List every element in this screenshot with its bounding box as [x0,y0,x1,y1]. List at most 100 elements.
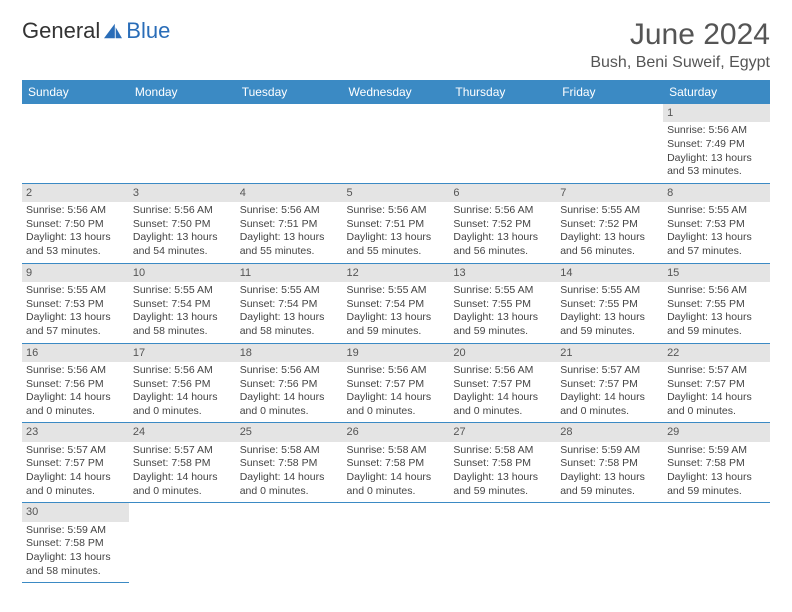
day-cell [129,503,236,583]
day-cell: 4Sunrise: 5:56 AMSunset: 7:51 PMDaylight… [236,183,343,263]
weekday-header: Friday [556,80,663,104]
day-cell [236,503,343,583]
day-number: 20 [449,344,556,362]
day-number: 29 [663,423,770,441]
day-number: 28 [556,423,663,441]
day-details: Sunrise: 5:55 AMSunset: 7:53 PMDaylight:… [22,282,129,343]
day-cell [556,503,663,583]
weekday-header: Tuesday [236,80,343,104]
week-row: 30Sunrise: 5:59 AMSunset: 7:58 PMDayligh… [22,503,770,583]
day-details: Sunrise: 5:55 AMSunset: 7:52 PMDaylight:… [556,202,663,263]
day-cell: 20Sunrise: 5:56 AMSunset: 7:57 PMDayligh… [449,343,556,423]
day-number: 22 [663,344,770,362]
day-cell [449,104,556,183]
day-cell [236,104,343,183]
calendar-table: Sunday Monday Tuesday Wednesday Thursday… [22,80,770,583]
day-cell [343,503,450,583]
day-details: Sunrise: 5:55 AMSunset: 7:54 PMDaylight:… [343,282,450,343]
day-details: Sunrise: 5:56 AMSunset: 7:56 PMDaylight:… [129,362,236,423]
day-number: 12 [343,264,450,282]
day-details: Sunrise: 5:55 AMSunset: 7:55 PMDaylight:… [449,282,556,343]
day-number: 2 [22,184,129,202]
day-cell: 6Sunrise: 5:56 AMSunset: 7:52 PMDaylight… [449,183,556,263]
day-cell: 9Sunrise: 5:55 AMSunset: 7:53 PMDaylight… [22,263,129,343]
day-cell: 7Sunrise: 5:55 AMSunset: 7:52 PMDaylight… [556,183,663,263]
day-details: Sunrise: 5:58 AMSunset: 7:58 PMDaylight:… [343,442,450,503]
weekday-header: Sunday [22,80,129,104]
day-number: 11 [236,264,343,282]
day-details: Sunrise: 5:58 AMSunset: 7:58 PMDaylight:… [449,442,556,503]
day-cell: 29Sunrise: 5:59 AMSunset: 7:58 PMDayligh… [663,423,770,503]
day-cell: 21Sunrise: 5:57 AMSunset: 7:57 PMDayligh… [556,343,663,423]
day-number: 9 [22,264,129,282]
day-number: 7 [556,184,663,202]
day-number: 13 [449,264,556,282]
day-number: 5 [343,184,450,202]
weekday-header-row: Sunday Monday Tuesday Wednesday Thursday… [22,80,770,104]
day-cell: 27Sunrise: 5:58 AMSunset: 7:58 PMDayligh… [449,423,556,503]
day-details: Sunrise: 5:57 AMSunset: 7:57 PMDaylight:… [556,362,663,423]
location-subtitle: Bush, Beni Suweif, Egypt [590,54,770,72]
day-cell: 23Sunrise: 5:57 AMSunset: 7:57 PMDayligh… [22,423,129,503]
day-cell: 12Sunrise: 5:55 AMSunset: 7:54 PMDayligh… [343,263,450,343]
day-details: Sunrise: 5:56 AMSunset: 7:51 PMDaylight:… [343,202,450,263]
day-details: Sunrise: 5:55 AMSunset: 7:54 PMDaylight:… [129,282,236,343]
day-cell: 3Sunrise: 5:56 AMSunset: 7:50 PMDaylight… [129,183,236,263]
day-number: 19 [343,344,450,362]
brand-part2: Blue [126,18,170,44]
day-details: Sunrise: 5:57 AMSunset: 7:57 PMDaylight:… [22,442,129,503]
day-cell: 8Sunrise: 5:55 AMSunset: 7:53 PMDaylight… [663,183,770,263]
day-cell: 14Sunrise: 5:55 AMSunset: 7:55 PMDayligh… [556,263,663,343]
day-cell: 24Sunrise: 5:57 AMSunset: 7:58 PMDayligh… [129,423,236,503]
day-cell [556,104,663,183]
day-details: Sunrise: 5:56 AMSunset: 7:52 PMDaylight:… [449,202,556,263]
week-row: 23Sunrise: 5:57 AMSunset: 7:57 PMDayligh… [22,423,770,503]
day-cell: 10Sunrise: 5:55 AMSunset: 7:54 PMDayligh… [129,263,236,343]
day-cell: 25Sunrise: 5:58 AMSunset: 7:58 PMDayligh… [236,423,343,503]
logo-sail-icon [102,22,124,40]
day-number: 4 [236,184,343,202]
day-details: Sunrise: 5:59 AMSunset: 7:58 PMDaylight:… [22,522,129,583]
day-details: Sunrise: 5:57 AMSunset: 7:57 PMDaylight:… [663,362,770,423]
day-details: Sunrise: 5:56 AMSunset: 7:55 PMDaylight:… [663,282,770,343]
day-details: Sunrise: 5:56 AMSunset: 7:51 PMDaylight:… [236,202,343,263]
day-cell: 17Sunrise: 5:56 AMSunset: 7:56 PMDayligh… [129,343,236,423]
day-number: 23 [22,423,129,441]
brand-logo: General Blue [22,18,170,44]
day-number: 6 [449,184,556,202]
day-cell: 28Sunrise: 5:59 AMSunset: 7:58 PMDayligh… [556,423,663,503]
day-details: Sunrise: 5:59 AMSunset: 7:58 PMDaylight:… [663,442,770,503]
day-number: 26 [343,423,450,441]
day-cell: 13Sunrise: 5:55 AMSunset: 7:55 PMDayligh… [449,263,556,343]
title-block: June 2024 Bush, Beni Suweif, Egypt [590,18,770,72]
day-details: Sunrise: 5:56 AMSunset: 7:57 PMDaylight:… [343,362,450,423]
day-details: Sunrise: 5:56 AMSunset: 7:49 PMDaylight:… [663,122,770,183]
day-cell [449,503,556,583]
day-number: 27 [449,423,556,441]
week-row: 16Sunrise: 5:56 AMSunset: 7:56 PMDayligh… [22,343,770,423]
weekday-header: Thursday [449,80,556,104]
brand-part1: General [22,18,100,44]
week-row: 1Sunrise: 5:56 AMSunset: 7:49 PMDaylight… [22,104,770,183]
day-number: 10 [129,264,236,282]
day-cell [343,104,450,183]
day-details: Sunrise: 5:56 AMSunset: 7:50 PMDaylight:… [22,202,129,263]
day-cell: 1Sunrise: 5:56 AMSunset: 7:49 PMDaylight… [663,104,770,183]
day-cell: 30Sunrise: 5:59 AMSunset: 7:58 PMDayligh… [22,503,129,583]
day-number: 14 [556,264,663,282]
day-details: Sunrise: 5:56 AMSunset: 7:50 PMDaylight:… [129,202,236,263]
day-number: 17 [129,344,236,362]
week-row: 2Sunrise: 5:56 AMSunset: 7:50 PMDaylight… [22,183,770,263]
day-details: Sunrise: 5:59 AMSunset: 7:58 PMDaylight:… [556,442,663,503]
day-details: Sunrise: 5:56 AMSunset: 7:56 PMDaylight:… [236,362,343,423]
day-number: 18 [236,344,343,362]
month-title: June 2024 [590,18,770,52]
day-cell: 2Sunrise: 5:56 AMSunset: 7:50 PMDaylight… [22,183,129,263]
weekday-header: Monday [129,80,236,104]
week-row: 9Sunrise: 5:55 AMSunset: 7:53 PMDaylight… [22,263,770,343]
day-number: 16 [22,344,129,362]
day-cell [663,503,770,583]
day-details: Sunrise: 5:58 AMSunset: 7:58 PMDaylight:… [236,442,343,503]
day-number: 8 [663,184,770,202]
day-cell: 26Sunrise: 5:58 AMSunset: 7:58 PMDayligh… [343,423,450,503]
